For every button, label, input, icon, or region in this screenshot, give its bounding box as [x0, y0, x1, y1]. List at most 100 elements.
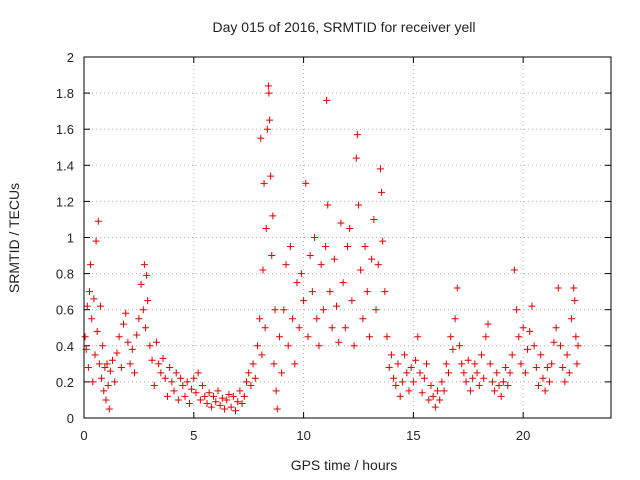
data-point: [177, 374, 185, 382]
data-point: [508, 351, 516, 359]
data-point: [102, 396, 110, 404]
data-point: [571, 297, 579, 305]
data-point: [324, 201, 332, 209]
data-point: [109, 356, 117, 364]
axis-ticks: 00.20.40.60.811.21.41.61.820 5 10 15 20: [56, 50, 611, 443]
data-point: [427, 382, 435, 390]
data-point: [291, 360, 299, 368]
data-point: [280, 306, 288, 314]
data-point: [207, 403, 215, 411]
data-point: [150, 382, 158, 390]
data-point: [559, 363, 567, 371]
data-point: [491, 387, 499, 395]
data-point: [265, 89, 273, 97]
data-point: [572, 333, 580, 341]
data-point: [565, 369, 573, 377]
y-tick-label: 0: [67, 411, 74, 426]
data-point: [574, 342, 582, 350]
data-point: [83, 302, 91, 310]
data-point: [488, 378, 496, 386]
data-point: [469, 374, 477, 382]
data-point: [477, 351, 485, 359]
data-point: [561, 378, 569, 386]
x-axis-label: GPS time / hours: [291, 457, 398, 473]
data-point: [103, 360, 111, 368]
data-point: [502, 363, 510, 371]
data-point: [218, 394, 226, 402]
data-point: [374, 261, 382, 269]
data-point: [313, 315, 321, 323]
data-point: [140, 261, 148, 269]
data-point: [221, 405, 229, 413]
data-point: [429, 392, 437, 400]
data-point: [111, 378, 119, 386]
data-point: [370, 215, 378, 223]
plot-frame: [83, 56, 612, 419]
data-point: [275, 333, 283, 341]
data-point: [223, 396, 231, 404]
y-tick-label: 1.8: [56, 86, 74, 101]
data-point: [304, 333, 312, 341]
data-point: [105, 405, 113, 413]
data-point: [394, 360, 402, 368]
data-point: [495, 382, 503, 390]
data-point: [532, 363, 540, 371]
data-point: [256, 315, 264, 323]
data-point: [350, 342, 358, 350]
data-point: [146, 342, 154, 350]
data-point: [573, 360, 581, 368]
data-point: [278, 369, 286, 377]
data-point: [363, 288, 371, 296]
data-point: [519, 324, 527, 332]
data-point: [267, 172, 275, 180]
data-point: [517, 360, 525, 368]
data-point: [232, 407, 240, 415]
data-point: [225, 391, 233, 399]
data-point: [192, 389, 200, 397]
data-point: [401, 351, 409, 359]
data-point: [293, 279, 301, 287]
data-point: [556, 342, 564, 350]
data-point: [326, 288, 334, 296]
data-point: [466, 387, 474, 395]
data-point: [286, 243, 294, 251]
data-point: [85, 288, 93, 296]
data-point: [510, 266, 518, 274]
data-point: [341, 324, 349, 332]
data-point: [308, 288, 316, 296]
data-point: [128, 345, 136, 353]
data-point: [438, 378, 446, 386]
y-tick-label: 0.4: [56, 339, 74, 354]
data-point: [335, 338, 343, 346]
data-point: [95, 360, 103, 368]
data-point: [137, 280, 145, 288]
data-point: [203, 400, 211, 408]
data-point: [445, 369, 453, 377]
data-point: [497, 392, 505, 400]
data-point: [554, 284, 562, 292]
data-point: [152, 338, 160, 346]
data-point: [306, 252, 314, 260]
data-point: [319, 306, 327, 314]
data-point: [133, 331, 141, 339]
data-point: [297, 270, 305, 278]
data-point: [372, 306, 380, 314]
data-point: [504, 382, 512, 390]
data-point: [539, 374, 547, 382]
data-point: [94, 217, 102, 225]
data-point: [289, 315, 297, 323]
data-point: [315, 342, 323, 350]
data-point: [543, 363, 551, 371]
data-point: [87, 261, 95, 269]
data-point: [436, 396, 444, 404]
data-point: [214, 387, 222, 395]
data-point: [440, 387, 448, 395]
data-point: [122, 309, 130, 317]
data-point: [271, 306, 279, 314]
data-point: [188, 385, 196, 393]
data-point: [416, 369, 424, 377]
data-point: [506, 369, 514, 377]
data-point: [423, 360, 431, 368]
data-point: [144, 297, 152, 305]
